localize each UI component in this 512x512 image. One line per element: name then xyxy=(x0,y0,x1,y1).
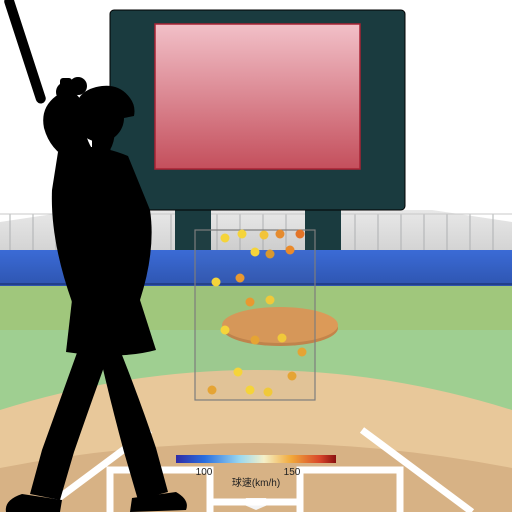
pitch-point xyxy=(288,372,297,381)
pitch-point xyxy=(246,386,255,395)
pitch-point xyxy=(260,231,269,240)
pitch-point xyxy=(251,336,260,345)
pitch-point xyxy=(278,334,287,343)
legend-colorbar xyxy=(176,455,336,463)
pitch-point xyxy=(208,386,217,395)
pitch-point xyxy=(286,246,295,255)
scoreboard-screen xyxy=(155,24,360,169)
legend-axis-label: 球速(km/h) xyxy=(232,476,280,489)
pitch-point xyxy=(234,368,243,377)
pitch-point xyxy=(276,230,285,239)
pitch-point xyxy=(266,296,275,305)
pitch-point xyxy=(246,298,255,307)
legend-tick: 150 xyxy=(284,467,301,478)
pitch-point xyxy=(266,250,275,259)
pitch-point xyxy=(236,274,245,283)
legend-tick: 100 xyxy=(196,467,213,478)
pitch-point xyxy=(221,234,230,243)
pitch-point xyxy=(296,230,305,239)
pitch-point xyxy=(221,326,230,335)
pitch-point xyxy=(212,278,221,287)
pitch-point xyxy=(238,230,247,239)
pitch-point xyxy=(251,248,260,257)
pitch-point xyxy=(264,388,273,397)
pitch-point xyxy=(298,348,307,357)
